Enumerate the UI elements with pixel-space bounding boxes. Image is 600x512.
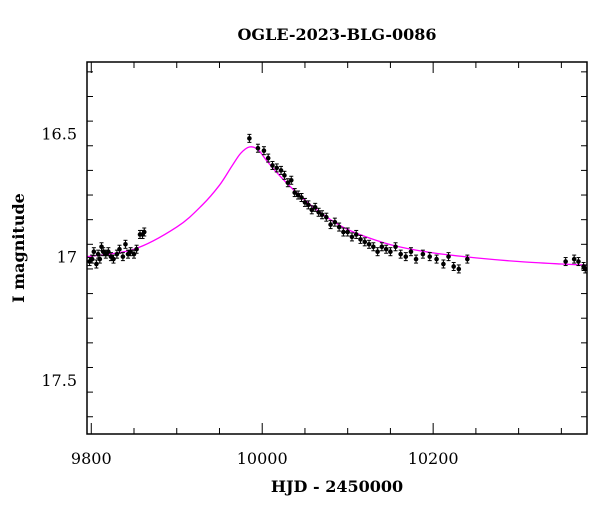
x-axis-label: HJD - 2450000 [271, 477, 403, 496]
data-point [295, 190, 301, 200]
plot-area [86, 133, 588, 274]
data-point [571, 254, 577, 264]
data-point [309, 205, 315, 215]
data-point [349, 232, 355, 242]
data-point [563, 257, 568, 267]
data-point [336, 222, 342, 232]
data-point [371, 242, 376, 252]
data-point [97, 254, 103, 264]
data-point [316, 207, 321, 217]
data-point [379, 242, 385, 252]
data-point [398, 249, 403, 259]
data-point [91, 247, 97, 257]
data-point [274, 163, 280, 173]
model-curve [86, 146, 588, 266]
y-tick-label: 17.5 [41, 371, 77, 390]
data-point [319, 210, 325, 220]
data-point [375, 247, 380, 257]
data-point [282, 170, 287, 180]
data-point [306, 200, 311, 210]
y-axis-label: I magnitude [9, 193, 28, 303]
data-point [270, 160, 275, 170]
y-tick-label: 17 [57, 248, 77, 267]
data-point [255, 143, 261, 153]
x-tick-label: 10000 [237, 449, 288, 468]
data-point [292, 188, 297, 198]
data-point [441, 259, 446, 269]
data-point [427, 252, 433, 262]
data-point [123, 239, 128, 249]
data-point [366, 239, 372, 249]
tick-labels: 9800 10000 10200 16.5 17 17.5 [41, 124, 458, 468]
data-point [388, 247, 393, 257]
data-point [111, 254, 116, 264]
data-point [328, 220, 333, 230]
data-point [114, 249, 120, 259]
data-point [302, 197, 308, 207]
model-curve-layer [86, 146, 588, 266]
data-point [358, 234, 363, 244]
data-point [456, 264, 462, 274]
data-point [265, 153, 271, 163]
data-point [247, 133, 252, 143]
plot-frame [86, 61, 588, 435]
data-point [134, 244, 139, 254]
x-tick-label: 10200 [408, 449, 459, 468]
chart-title: OGLE-2023-BLG-0086 [237, 25, 436, 44]
data-point [288, 175, 294, 185]
data-point [403, 252, 409, 262]
data-point [261, 146, 267, 156]
data-point [576, 257, 581, 267]
data-point [94, 259, 99, 269]
data-point [332, 217, 338, 227]
data-point [341, 227, 346, 237]
data-point [285, 178, 291, 188]
axis-ticks [87, 62, 587, 434]
data-point [451, 261, 456, 271]
data-point [141, 227, 147, 237]
data-point [383, 244, 389, 254]
data-point [117, 244, 122, 254]
data-point [465, 254, 470, 264]
data-point [362, 237, 368, 247]
data-point [324, 212, 329, 222]
data-point [120, 252, 126, 262]
x-tick-label: 9800 [71, 449, 112, 468]
data-point [446, 252, 451, 262]
data-point [345, 227, 350, 237]
data-point [413, 254, 419, 264]
data-point [353, 229, 359, 239]
data-points-layer [87, 133, 588, 274]
data-point [434, 254, 439, 264]
y-tick-label: 16.5 [41, 124, 77, 143]
data-point [278, 165, 284, 175]
data-point [393, 242, 398, 252]
data-point [408, 247, 414, 257]
data-point [128, 247, 133, 257]
data-point [420, 249, 426, 259]
